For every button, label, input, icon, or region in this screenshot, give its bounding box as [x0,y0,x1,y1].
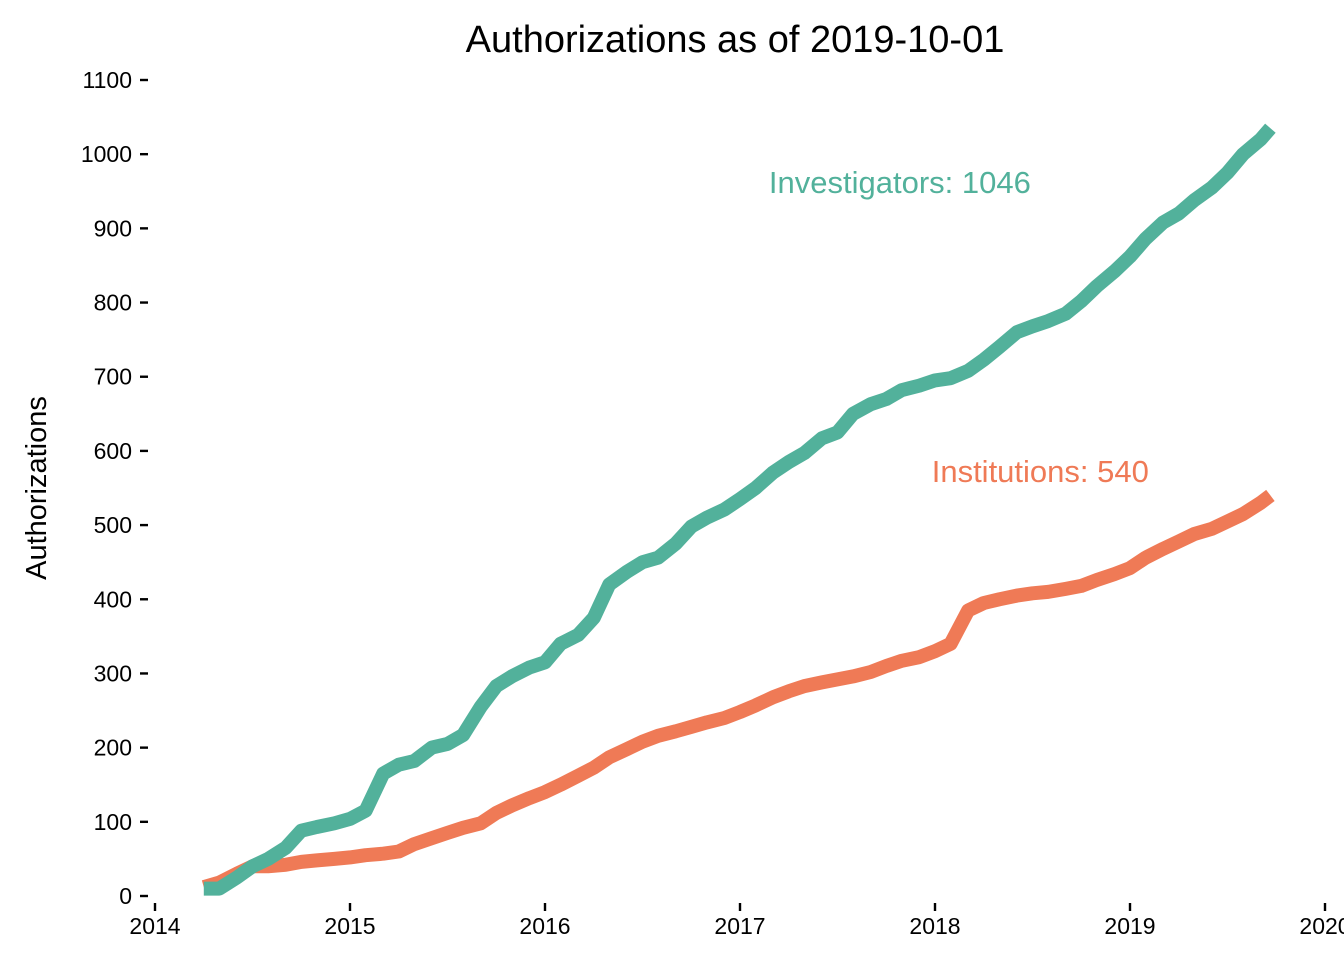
y-tick-label: 100 [94,809,132,835]
x-tick-label: 2019 [1104,913,1155,939]
x-tick-label: 2020 [1299,913,1344,939]
y-tick-label: 500 [94,512,132,538]
y-tick-label: 1100 [83,67,132,93]
x-tick-label: 2014 [129,913,180,939]
series-line-institutions [201,489,1275,894]
series-line-investigators [203,123,1276,896]
y-axis: 0 100 200 300 400 500 600 700 800 900 1000 1100 [81,67,148,909]
annotation-layer: Investigators: 1046 Institutions: 540 [769,165,1149,489]
y-axis-label: Authorizations [21,396,53,580]
x-tick-label: 2018 [909,913,960,939]
x-tick-label: 2015 [324,913,375,939]
y-tick-label: 600 [94,438,132,464]
y-tick-label: 0 [119,883,132,909]
y-tick-label: 400 [94,586,132,612]
y-tick-label: 300 [94,660,132,686]
y-tick-label: 200 [94,735,132,761]
annotation-institutions: Institutions: 540 [932,454,1149,489]
annotation-investigators: Investigators: 1046 [769,165,1031,200]
y-tick-label: 700 [94,364,132,390]
x-tick-label: 2017 [714,913,765,939]
y-tick-label: 900 [94,215,132,241]
chart-title: Authorizations as of 2019-10-01 [466,19,1005,61]
x-tick-label: 2016 [519,913,570,939]
series-layer [201,123,1276,896]
y-tick-label: 1000 [81,141,132,167]
y-tick-label: 800 [94,290,132,316]
x-axis: 2014 2015 2016 2017 2018 2019 2020 [129,903,1344,939]
